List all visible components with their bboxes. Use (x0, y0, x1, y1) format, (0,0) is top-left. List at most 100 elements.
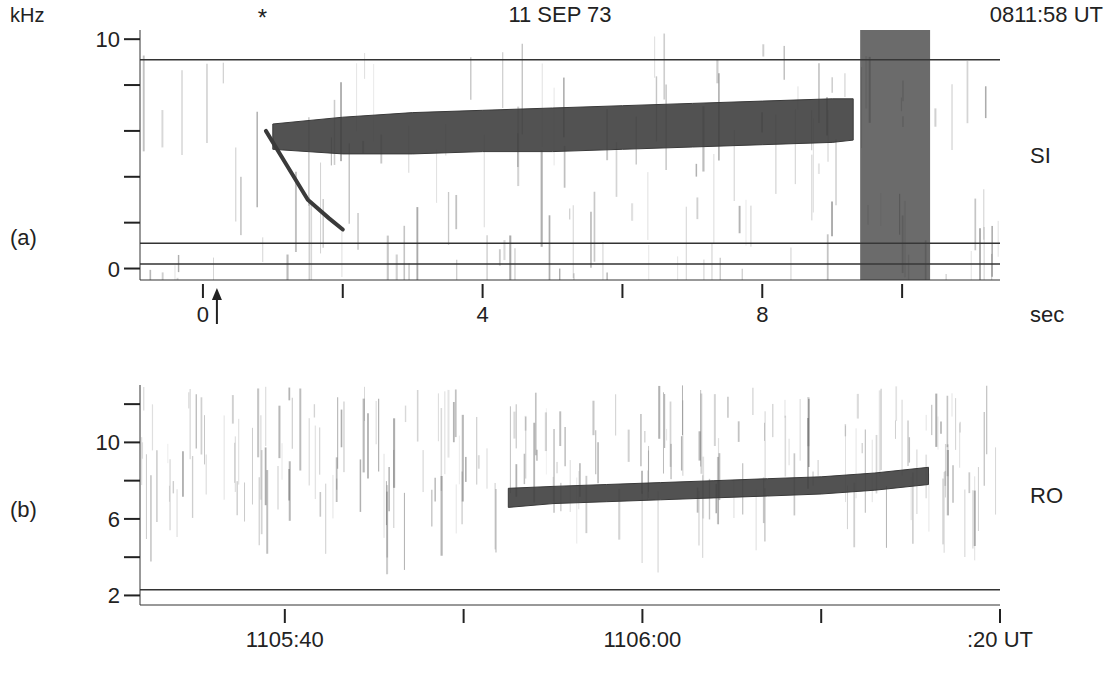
noise (698, 491, 699, 546)
noise (223, 63, 224, 84)
noise (682, 400, 683, 475)
noise (319, 427, 320, 474)
noise (206, 454, 207, 494)
panel-label: (b) (10, 497, 37, 522)
noise (516, 404, 517, 448)
noise (278, 406, 280, 458)
noise (594, 192, 596, 262)
noise (363, 399, 365, 473)
noise (156, 450, 158, 522)
emission-band (273, 99, 853, 154)
noise (818, 163, 820, 173)
noise (196, 394, 197, 448)
noise (681, 436, 682, 470)
y-axis-label: kHz (10, 4, 44, 26)
noise (286, 255, 288, 280)
noise (455, 389, 457, 437)
noise (880, 389, 881, 470)
noise (703, 260, 704, 280)
panel: 010048seckHz11 SEP 730811:58 UT*SI(a) (10, 2, 1103, 358)
noise (510, 406, 511, 493)
noise (907, 420, 908, 465)
noise (752, 388, 753, 415)
noise (349, 143, 350, 223)
noise (713, 154, 714, 243)
x-tick (761, 284, 763, 298)
noise (972, 490, 973, 548)
noise (602, 242, 604, 280)
noise (143, 387, 144, 411)
noise (486, 235, 487, 280)
noise (628, 430, 630, 462)
noise (616, 142, 618, 197)
noise (886, 486, 887, 548)
noise (585, 476, 587, 533)
noise (967, 61, 969, 123)
panel: 26101105:401106:00:20 UTRO(b) (10, 385, 1063, 652)
whistler (266, 131, 343, 230)
noise (895, 421, 896, 439)
noise (314, 404, 315, 417)
noise (597, 442, 599, 483)
noise (232, 395, 234, 424)
noise (909, 437, 910, 462)
noise (487, 448, 488, 488)
noise (259, 477, 260, 545)
noise (931, 405, 932, 435)
noise (951, 84, 952, 150)
noise (265, 447, 267, 505)
noise (835, 139, 837, 205)
noise (654, 36, 655, 77)
noise (265, 387, 266, 446)
noise (968, 472, 970, 493)
noise (951, 393, 952, 416)
noise (408, 263, 410, 280)
noise (569, 209, 570, 220)
noise (238, 419, 239, 485)
x-axis-line (140, 605, 1000, 606)
noise (657, 491, 658, 572)
station-label: RO (1030, 483, 1063, 508)
noise (938, 416, 939, 449)
noise (807, 397, 809, 446)
noise (696, 164, 698, 177)
noise (711, 243, 712, 280)
noise (396, 254, 398, 280)
noise (456, 260, 457, 280)
x-tick-label: 4 (476, 302, 488, 327)
y-tick (124, 84, 140, 86)
noise (465, 457, 467, 482)
y-tick (124, 38, 140, 40)
noise (453, 402, 455, 442)
noise (647, 172, 648, 240)
noise (495, 483, 496, 549)
noise (564, 146, 566, 188)
noise (360, 459, 362, 511)
y-axis-line (140, 385, 141, 605)
noise (935, 394, 937, 447)
noise (441, 476, 443, 556)
noise (663, 34, 665, 100)
noise (559, 411, 561, 446)
noise (947, 450, 949, 515)
noise (536, 450, 537, 461)
noise (746, 200, 747, 246)
x-tick (463, 609, 465, 623)
noise (783, 46, 785, 80)
noise (785, 416, 787, 477)
constant-line (140, 589, 1000, 591)
noise (592, 401, 594, 435)
x-tick (641, 609, 643, 623)
x-tick-label: 1106:00 (603, 627, 681, 652)
noise (955, 398, 956, 450)
arrow-shaft (216, 296, 218, 324)
noise (998, 221, 999, 257)
noise (150, 475, 151, 561)
noise (403, 226, 405, 280)
noise (714, 394, 716, 446)
noise (971, 251, 972, 280)
noise (991, 254, 992, 280)
noise (525, 416, 527, 431)
panel-label: (a) (10, 225, 37, 250)
noise (257, 388, 259, 457)
